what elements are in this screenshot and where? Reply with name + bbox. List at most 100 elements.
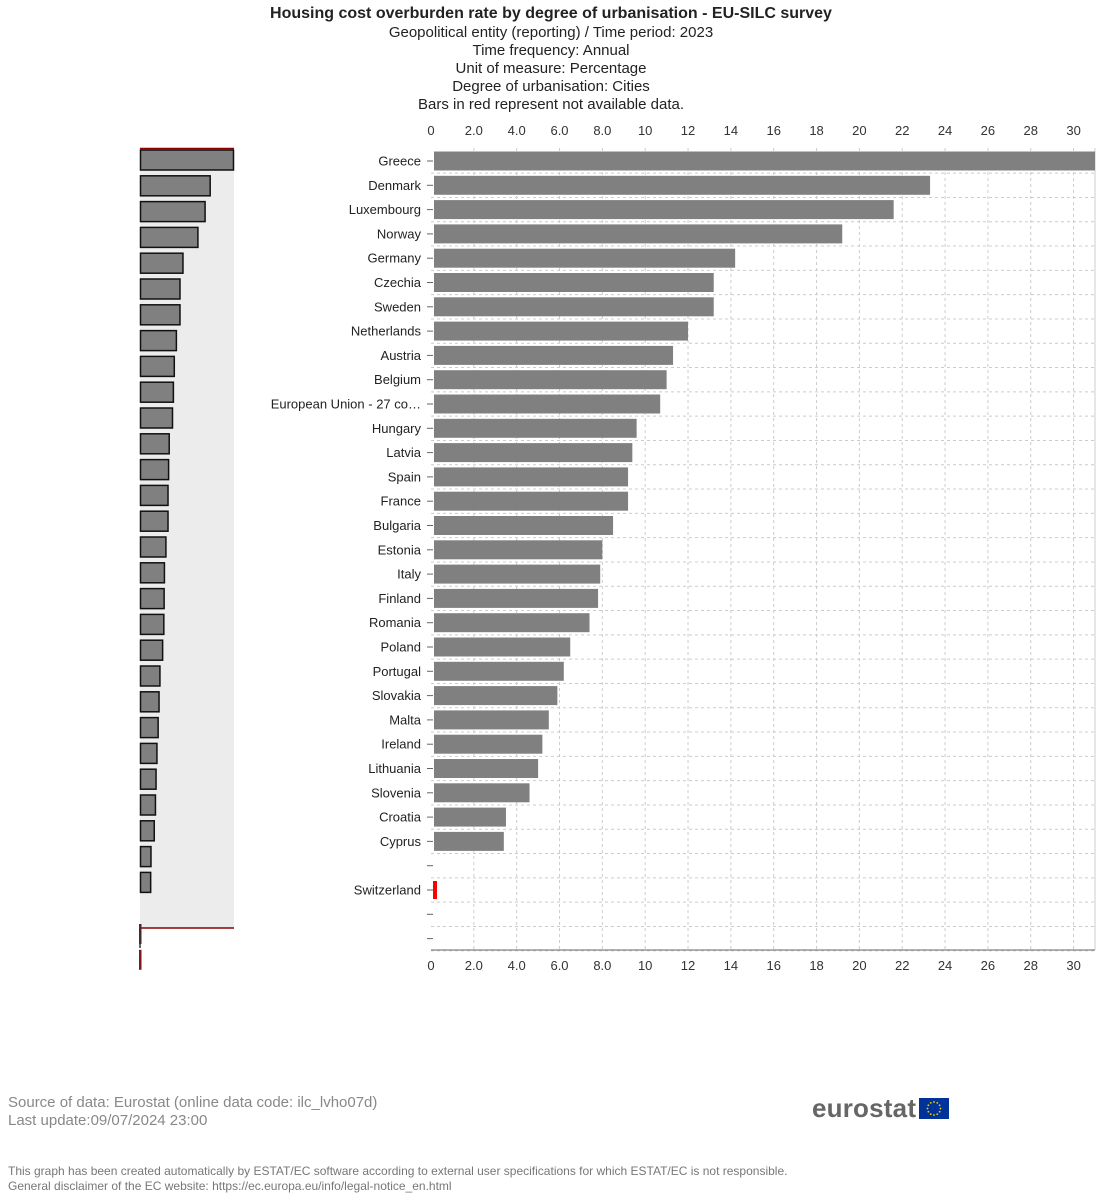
bar xyxy=(434,491,629,511)
navigator-bar xyxy=(139,329,178,352)
flag-star xyxy=(930,1113,932,1116)
navigator-bar xyxy=(139,639,164,661)
disclaimer-block: This graph has been created automaticall… xyxy=(8,1164,787,1194)
x-tick-label-bottom: 2.0 xyxy=(465,958,483,973)
navigator-bar xyxy=(139,613,165,636)
category-label: Germany xyxy=(368,251,422,266)
x-tick-label-bottom: 18 xyxy=(809,958,823,973)
eurostat-logo[interactable]: eurostat xyxy=(812,1093,950,1124)
category-label: Latvia xyxy=(386,445,421,460)
x-tick-label-bottom: 6.0 xyxy=(550,958,568,973)
category-label: Hungary xyxy=(372,421,422,436)
bar xyxy=(434,151,1095,171)
x-tick-label-bottom: 14 xyxy=(724,958,738,973)
legal-notice-link[interactable]: General disclaimer of the EC website: ht… xyxy=(8,1179,452,1193)
navigator-bar xyxy=(139,252,184,274)
flag-star xyxy=(938,1104,941,1107)
category-label: Norway xyxy=(377,226,422,241)
navigator-bar xyxy=(139,278,181,300)
flag-star xyxy=(927,1104,930,1107)
category-label: Greece xyxy=(378,154,421,169)
navigator-bar xyxy=(139,381,175,403)
x-tick-label-top: 18 xyxy=(809,123,823,138)
bar xyxy=(434,734,543,754)
category-label: Belgium xyxy=(374,372,421,387)
category-label: Estonia xyxy=(378,542,422,557)
x-tick-label-bottom: 28 xyxy=(1024,958,1038,973)
bar xyxy=(434,467,629,487)
navigator-bar xyxy=(139,510,169,532)
subtitle-geo: Geopolitical entity (reporting) / Time p… xyxy=(388,24,714,41)
category-label: Romania xyxy=(369,615,422,630)
flag-star xyxy=(936,1101,939,1104)
category-label: Poland xyxy=(381,640,421,655)
eu-flag-icon xyxy=(919,1098,950,1119)
flag-star xyxy=(927,1110,930,1113)
x-tick-label-bottom: 30 xyxy=(1066,958,1080,973)
bar xyxy=(434,783,530,803)
flag-star xyxy=(936,1113,939,1116)
logo-text: eurostat xyxy=(812,1093,917,1123)
x-tick-label-bottom: 20 xyxy=(852,958,866,973)
category-label: Lithuania xyxy=(368,761,422,776)
category-label: Sweden xyxy=(374,299,421,314)
x-tick-label-bottom: 8.0 xyxy=(593,958,611,973)
source-block: Source of data: Eurostat (online data co… xyxy=(8,1094,377,1130)
x-tick-label-top: 8.0 xyxy=(593,123,611,138)
bar xyxy=(434,224,843,244)
bar xyxy=(434,807,506,827)
navigator-na-mark xyxy=(139,949,142,970)
navigator-bar xyxy=(139,587,165,610)
bar xyxy=(434,248,736,268)
navigator xyxy=(139,147,235,970)
navigator-bar xyxy=(139,175,211,197)
bar xyxy=(434,370,667,390)
disclaimer-text: This graph has been created automaticall… xyxy=(8,1164,788,1178)
x-tick-label-bottom: 22 xyxy=(895,958,909,973)
x-tick-label-bottom: 0 xyxy=(427,958,434,973)
x-tick-label-top: 4.0 xyxy=(508,123,526,138)
category-label: Cyprus xyxy=(380,834,422,849)
category-label: Ireland xyxy=(381,737,421,752)
bar xyxy=(434,564,601,584)
navigator-bar xyxy=(139,845,152,868)
bar xyxy=(434,686,558,706)
chart-header: Housing cost overburden rate by degree o… xyxy=(0,4,1102,114)
bar xyxy=(434,637,571,657)
category-label: Bulgaria xyxy=(373,518,421,533)
bar xyxy=(434,394,661,414)
navigator-bar xyxy=(139,433,170,455)
x-tick-label-bottom: 12 xyxy=(681,958,695,973)
category-label: Slovenia xyxy=(371,785,422,800)
navigator-bar xyxy=(139,768,157,790)
x-tick-label-top: 14 xyxy=(724,123,738,138)
category-label: Switzerland xyxy=(354,883,421,898)
bar xyxy=(434,345,674,365)
x-tick-label-top: 2.0 xyxy=(465,123,483,138)
category-label: Italy xyxy=(397,567,421,582)
category-label: Malta xyxy=(389,712,422,727)
bar xyxy=(434,297,714,317)
bar-not-available xyxy=(433,881,437,899)
category-label: Czechia xyxy=(374,275,422,290)
x-tick-label-top: 30 xyxy=(1066,123,1080,138)
last-update-text: Last update:09/07/2024 23:00 xyxy=(8,1112,208,1129)
navigator-bar xyxy=(139,716,159,739)
x-tick-label-bottom: 26 xyxy=(981,958,995,973)
flag-star xyxy=(933,1114,936,1116)
navigator-bar xyxy=(139,149,235,171)
navigator-bar xyxy=(139,871,152,894)
subtitle-na-note: Bars in red represent not available data… xyxy=(418,96,684,113)
subtitle-urbanisation: Degree of urbanisation: Cities xyxy=(452,78,650,95)
bar xyxy=(434,588,599,608)
x-tick-label-bottom: 16 xyxy=(766,958,780,973)
x-tick-label-bottom: 4.0 xyxy=(508,958,526,973)
category-label: European Union - 27 co… xyxy=(271,397,421,412)
bar xyxy=(434,321,689,341)
navigator-bar xyxy=(139,742,158,765)
navigator-bar xyxy=(139,304,181,326)
x-tick-label-top: 0 xyxy=(427,123,434,138)
navigator-bar xyxy=(139,820,156,842)
bar-chart: 0 0 2.0 2.0 4.0 4.0 6.0 6.0 8.0 8.0 10 10 12 12 14 14 16… xyxy=(139,123,1096,973)
navigator-bar xyxy=(139,665,161,687)
